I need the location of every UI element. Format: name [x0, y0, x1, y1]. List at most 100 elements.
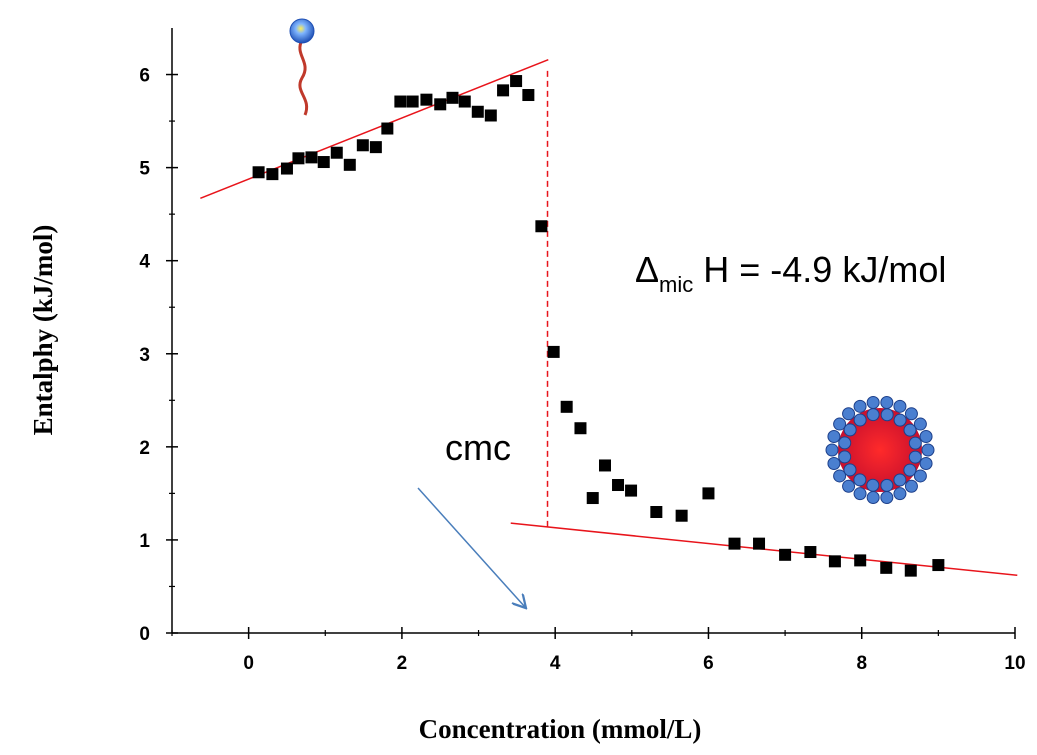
data-point [535, 220, 548, 233]
y-tick-label: 6 [139, 66, 150, 87]
micelle-head [866, 395, 880, 409]
micelle-head [833, 417, 847, 431]
micelle-head [880, 395, 894, 409]
x-tick-label: 0 [243, 653, 254, 674]
data-point [394, 95, 407, 108]
surfactant-icon [289, 18, 315, 116]
data-point [381, 122, 394, 135]
micelle-head [825, 443, 839, 457]
delta: Δ [635, 249, 659, 290]
data-point [854, 554, 867, 567]
data-point [420, 93, 433, 106]
micelle-head [843, 423, 857, 437]
data-point [317, 156, 330, 169]
micelle-head [853, 473, 867, 487]
data-point [753, 537, 766, 550]
micelle-head [827, 457, 841, 471]
micelle-head [908, 436, 922, 450]
y-tick-label: 1 [139, 531, 150, 552]
micelle-head [903, 423, 917, 437]
micelle-head [893, 473, 907, 487]
micelle-head [842, 407, 856, 421]
micelle-head [843, 463, 857, 477]
x-tick-label: 4 [550, 653, 561, 674]
data-point [880, 561, 893, 574]
data-point [406, 95, 419, 108]
data-point [497, 84, 510, 97]
micelle-head [880, 491, 894, 505]
micelle-head [908, 450, 922, 464]
data-point [356, 139, 369, 152]
micelle-head [904, 479, 918, 493]
data-point [369, 141, 382, 154]
y-tick-label: 5 [139, 159, 150, 180]
micelle-head [919, 429, 933, 443]
micelle-head [893, 413, 907, 427]
data-point [828, 555, 841, 568]
data-point [446, 91, 459, 104]
micelle-head [913, 417, 927, 431]
cmc-label: cmc [445, 427, 511, 468]
x-axis-label: Concentration (mmol/L) [419, 714, 702, 744]
micelle-head [853, 413, 867, 427]
enthalpy-label: Δmic H = -4.9 kJ/mol [635, 249, 946, 297]
data-point [292, 152, 305, 165]
data-point [779, 548, 792, 561]
data-point [612, 479, 625, 492]
subscript: mic [659, 272, 693, 297]
micelle-head [827, 429, 841, 443]
data-point [932, 559, 945, 572]
x-tick-label: 10 [1004, 653, 1025, 674]
micelle-head [921, 443, 935, 457]
data-point [547, 345, 560, 358]
y-tick-label: 3 [139, 345, 150, 366]
y-tick-label: 0 [139, 624, 150, 645]
micelle-head [866, 408, 880, 422]
cmc-arrow [417, 487, 525, 607]
micelle-head [904, 407, 918, 421]
data-point [484, 109, 497, 122]
micelle-head [919, 457, 933, 471]
fit-line [200, 58, 549, 200]
data-point [266, 168, 279, 181]
data-point [675, 509, 688, 522]
micelle-head [866, 491, 880, 505]
data-point [650, 506, 663, 518]
micelle-head [866, 478, 880, 492]
data-point [434, 98, 447, 111]
data-point [560, 400, 573, 413]
micelle-head [880, 408, 894, 422]
enthalpy-text: H = -4.9 kJ/mol [693, 249, 946, 290]
data-point [280, 162, 293, 175]
data-point [598, 459, 611, 472]
data-point [252, 166, 265, 179]
data-point [804, 546, 817, 559]
data-point [471, 105, 484, 118]
micelle-head [913, 469, 927, 483]
micelle-icon [825, 395, 935, 505]
micelle-head [903, 463, 917, 477]
x-tick-label: 8 [856, 653, 867, 674]
data-point [728, 537, 741, 550]
micelle-head [893, 399, 907, 413]
micelle-head [838, 436, 852, 450]
data-point [625, 484, 638, 497]
y-axis-label: Entalphy (kJ/mol) [28, 225, 58, 436]
data-point [586, 492, 599, 505]
data-point [574, 422, 587, 435]
micelle-core [838, 408, 922, 492]
y-tick-label: 4 [139, 252, 150, 273]
micelle-head [880, 478, 894, 492]
data-point [458, 95, 471, 108]
micelle-head [853, 399, 867, 413]
data-point [305, 151, 318, 164]
x-tick-label: 6 [703, 653, 714, 674]
data-point [904, 564, 917, 577]
x-tick-label: 2 [397, 653, 408, 674]
micelle-head [893, 487, 907, 501]
micelle-head [838, 450, 852, 464]
data-point [343, 158, 356, 171]
y-tick-label: 2 [139, 438, 150, 459]
micelle-head [853, 487, 867, 501]
